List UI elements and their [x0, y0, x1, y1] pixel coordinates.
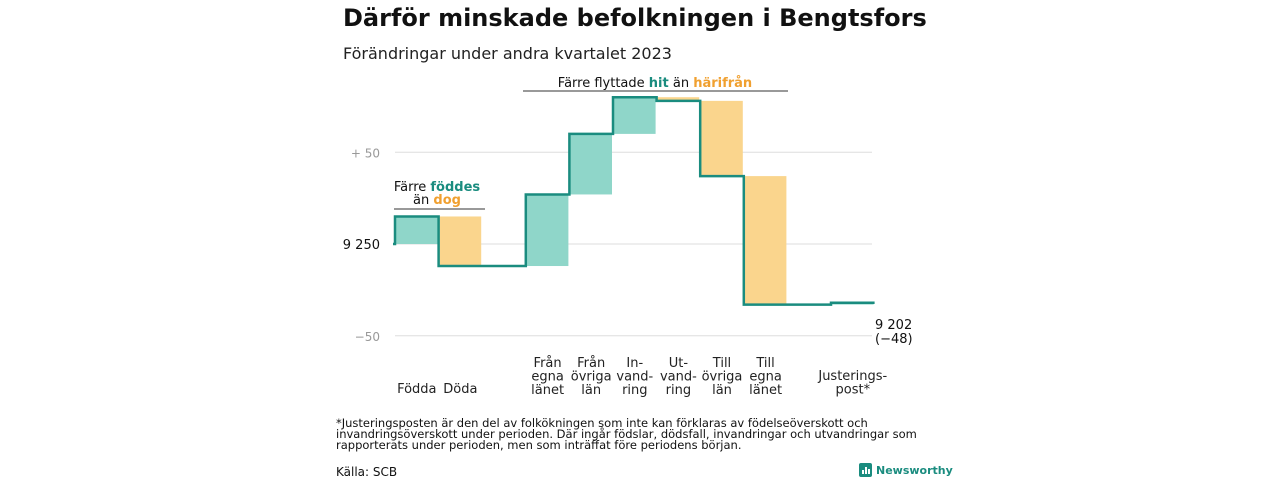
annotation-segment: än [669, 76, 693, 91]
waterfall-bar [439, 216, 482, 267]
annotation-segment: föddes [430, 180, 480, 195]
waterfall-bar [526, 194, 569, 267]
category-label: vand- [616, 370, 653, 385]
annotation-segment: härifrån [693, 76, 752, 91]
step-line [393, 95, 875, 306]
category-label: län [712, 383, 732, 398]
annotation-births-deaths: Färre föddes [394, 180, 481, 195]
category-label: övriga [571, 370, 612, 385]
waterfall-bar [657, 97, 700, 101]
category-label: län [581, 383, 601, 398]
waterfall-bar [614, 97, 656, 134]
category-label: Till [712, 356, 731, 371]
category-label: egna [531, 370, 563, 385]
waterfall-bar [396, 216, 438, 244]
chart-subtitle: Förändringar under andra kvartalet 2023 [343, 44, 672, 63]
category-label: post* [836, 383, 871, 398]
y-tick-label: 9 250 [343, 238, 380, 253]
category-label: Döda [443, 382, 477, 397]
annotation-migration: Färre flyttade hit än härifrån [558, 76, 752, 91]
annotation-segment: än [413, 193, 433, 208]
end-value-label: 9 202 [875, 318, 912, 333]
bar-chart-icon [859, 463, 872, 477]
brand-logo[interactable]: Newsworthy [859, 463, 953, 477]
y-tick-label: −50 [355, 330, 380, 344]
category-label: Ut- [669, 356, 689, 371]
category-label: Från [534, 356, 562, 371]
category-label: ring [622, 383, 647, 398]
category-label: länet [749, 383, 782, 398]
category-label: ring [666, 383, 691, 398]
category-label: Justerings- [817, 369, 887, 384]
source-label: Källa: SCB [336, 465, 398, 479]
category-label: länet [531, 383, 564, 398]
y-tick-label: + 50 [351, 146, 380, 160]
annotation-segment: dog [433, 193, 461, 208]
category-label: In- [626, 356, 643, 371]
annotation-births-deaths: än dog [413, 193, 461, 208]
category-label: Födda [397, 382, 436, 397]
waterfall-bar [701, 100, 743, 177]
category-label: Från [577, 356, 605, 371]
brand-name: Newsworthy [876, 463, 953, 477]
category-label: övriga [702, 370, 743, 385]
category-label: vand- [660, 370, 697, 385]
annotation-segment: Färre flyttade [558, 76, 649, 91]
footnote: *Justeringsposten är den del av folkökni… [336, 416, 917, 452]
waterfall-bar [570, 133, 612, 195]
waterfall-bar [744, 176, 787, 305]
annotation-segment: Färre [394, 180, 431, 195]
annotation-segment: hit [649, 76, 669, 91]
chart-title: Därför minskade befolkningen i Bengtsfor… [343, 4, 927, 32]
category-label: Till [755, 356, 774, 371]
category-label: egna [749, 370, 781, 385]
end-change-label: (−48) [875, 332, 913, 347]
